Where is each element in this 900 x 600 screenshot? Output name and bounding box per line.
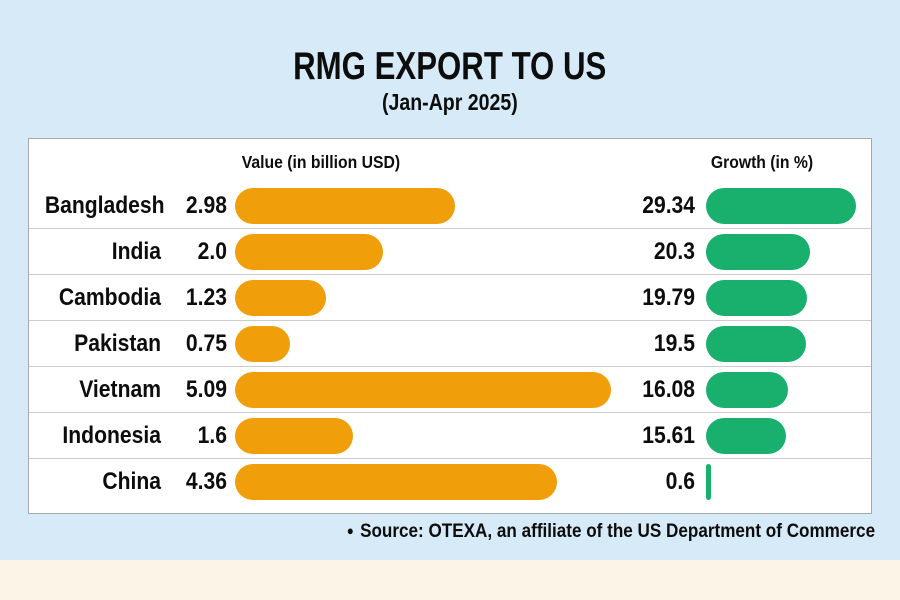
growth-bar bbox=[706, 417, 786, 454]
table-row: Pakistan 0.75 19.5 bbox=[29, 321, 871, 367]
growth-bar-cell bbox=[695, 279, 871, 316]
value-label: 4.36 bbox=[185, 468, 227, 495]
page-subtitle: (Jan-Apr 2025) bbox=[382, 89, 518, 116]
value-label: 0.75 bbox=[185, 329, 227, 357]
value-bar bbox=[235, 279, 326, 316]
country-label: China bbox=[102, 468, 161, 495]
growth-column-header: Growth (in %) bbox=[710, 152, 814, 172]
value-bar-cell bbox=[227, 325, 635, 362]
value-bar bbox=[235, 371, 611, 408]
table-row: Vietnam 5.09 16.08 bbox=[29, 367, 871, 413]
growth-label: 0.6 bbox=[665, 468, 695, 495]
value-label: 1.23 bbox=[185, 283, 227, 311]
value-bar-cell bbox=[227, 464, 635, 500]
value-bar-cell bbox=[227, 187, 635, 224]
growth-bar-cell bbox=[695, 371, 871, 408]
value-label: 2.0 bbox=[197, 237, 227, 265]
source-note: ● Source: OTEXA, an affiliate of the US D… bbox=[347, 521, 875, 543]
value-bar bbox=[235, 187, 455, 224]
value-bar bbox=[235, 417, 354, 454]
growth-label: 16.08 bbox=[642, 375, 696, 403]
table-row: Cambodia 1.23 19.79 bbox=[29, 275, 871, 321]
growth-label: 19.79 bbox=[642, 283, 696, 311]
chart-panel: Value (in billion USD) Growth (in %) Ban… bbox=[28, 138, 872, 514]
value-bar-cell bbox=[227, 233, 635, 270]
growth-label: 15.61 bbox=[642, 421, 696, 449]
column-headers: Value (in billion USD) Growth (in %) bbox=[29, 139, 871, 183]
value-column-header: Value (in billion USD) bbox=[241, 152, 401, 172]
table-row: China 4.36 0.6 bbox=[29, 459, 871, 505]
country-label: India bbox=[111, 237, 161, 265]
growth-bar bbox=[706, 464, 711, 500]
value-bar-cell bbox=[227, 279, 635, 316]
growth-bar bbox=[706, 371, 789, 408]
country-label: Pakistan bbox=[74, 329, 161, 357]
chart-header: RMG EXPORT TO US (Jan-Apr 2025) bbox=[0, 45, 900, 116]
growth-bar-cell bbox=[695, 417, 871, 454]
growth-label: 19.5 bbox=[653, 329, 695, 357]
growth-bar-cell bbox=[695, 464, 871, 500]
growth-bar bbox=[706, 233, 810, 270]
growth-bar bbox=[706, 187, 856, 224]
table-row: Bangladesh 2.98 29.34 bbox=[29, 183, 871, 229]
growth-label: 20.3 bbox=[653, 237, 695, 265]
chart-rows: Bangladesh 2.98 29.34 India 2.0 20.3 Cambodia 1… bbox=[29, 183, 871, 505]
footer-strip bbox=[0, 560, 900, 600]
growth-bar-cell bbox=[695, 187, 871, 224]
value-bar-cell bbox=[227, 417, 635, 454]
growth-bar bbox=[706, 279, 808, 316]
growth-bar-cell bbox=[695, 325, 871, 362]
value-bar bbox=[235, 464, 557, 500]
table-row: India 2.0 20.3 bbox=[29, 229, 871, 275]
value-bar bbox=[235, 233, 383, 270]
growth-bar-cell bbox=[695, 233, 871, 270]
country-label: Vietnam bbox=[79, 375, 161, 403]
value-label: 5.09 bbox=[185, 375, 227, 403]
country-label: Cambodia bbox=[58, 283, 162, 311]
growth-label: 29.34 bbox=[642, 191, 696, 219]
bullet-icon: ● bbox=[346, 523, 354, 538]
country-label: Bangladesh bbox=[44, 191, 165, 219]
country-label: Indonesia bbox=[62, 421, 161, 449]
growth-bar bbox=[706, 325, 806, 362]
source-text: Source: OTEXA, an affiliate of the US De… bbox=[360, 521, 875, 542]
value-bar bbox=[235, 325, 291, 362]
value-bar-cell bbox=[227, 371, 635, 408]
table-row: Indonesia 1.6 15.61 bbox=[29, 413, 871, 459]
page-title: RMG EXPORT TO US bbox=[293, 45, 607, 88]
value-label: 2.98 bbox=[185, 191, 227, 219]
value-label: 1.6 bbox=[197, 421, 227, 449]
